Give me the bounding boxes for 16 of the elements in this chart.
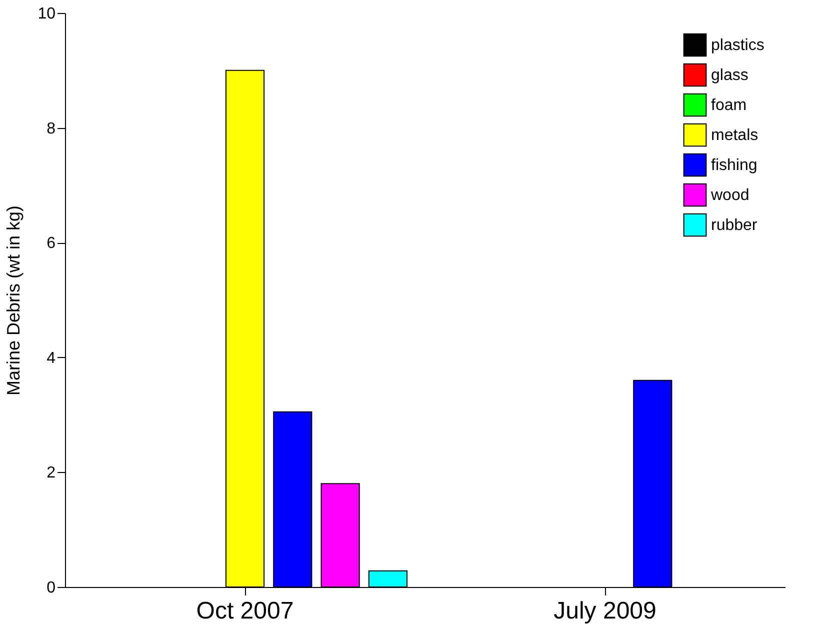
y-tick-label: 4 bbox=[46, 350, 56, 367]
legend-label: foam bbox=[711, 97, 747, 114]
y-tick-label: 2 bbox=[46, 464, 56, 482]
y-tick-label: 6 bbox=[46, 235, 56, 252]
x-tick-label: July 2009 bbox=[554, 598, 656, 624]
legend-label: plastics bbox=[711, 37, 764, 54]
legend-label: metals bbox=[711, 127, 758, 144]
y-tick-label: 0 bbox=[46, 580, 56, 596]
y-axis-title: Marine Debris (wt in kg) bbox=[4, 205, 24, 396]
legend-label: glass bbox=[711, 67, 748, 84]
legend-label: rubber bbox=[711, 217, 758, 234]
y-tick-label: 10 bbox=[38, 6, 56, 22]
x-tick-label: Oct 2007 bbox=[196, 598, 294, 624]
legend-label: fishing bbox=[711, 157, 758, 174]
y-tick-label: 8 bbox=[46, 120, 56, 138]
legend-label: wood bbox=[710, 187, 750, 204]
